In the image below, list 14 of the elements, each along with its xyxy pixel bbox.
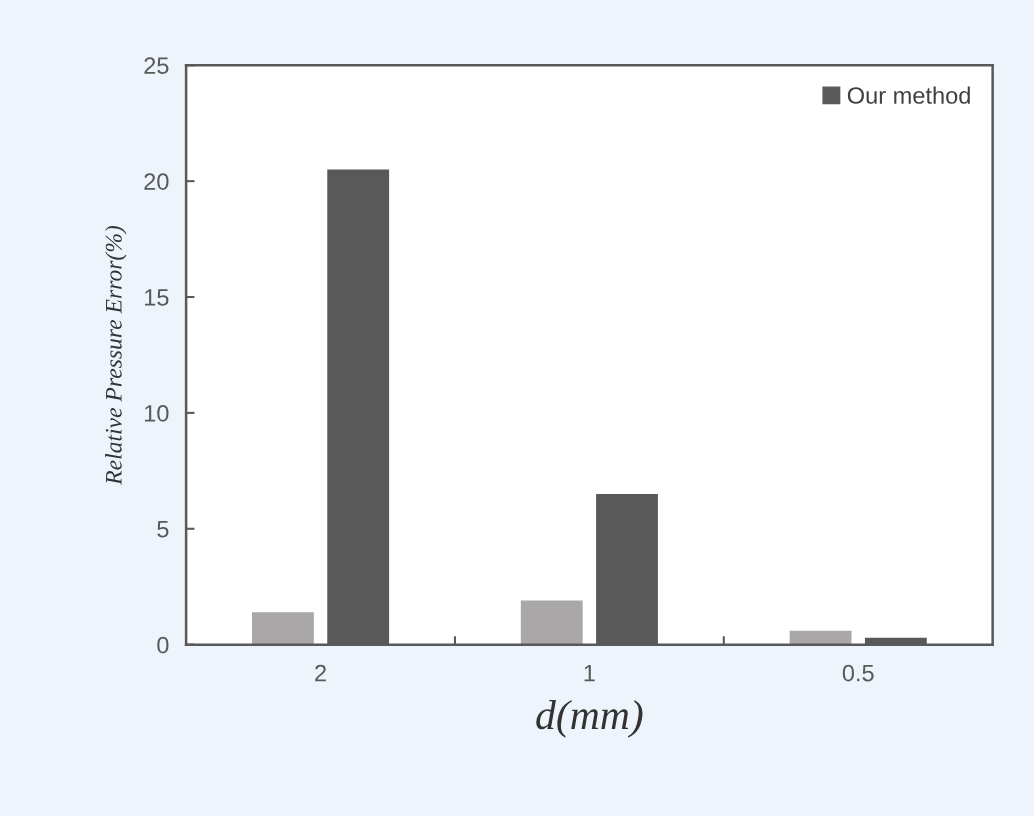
bar bbox=[520, 600, 583, 645]
y-tick-label: 5 bbox=[157, 521, 169, 538]
y-axis-title: Relative Pressure Error(%) bbox=[105, 225, 127, 485]
x-tick-label: 1 bbox=[584, 664, 595, 682]
y-tick-label: 25 bbox=[144, 57, 169, 75]
y-tick-label: 0 bbox=[157, 636, 169, 654]
y-tick-label: 20 bbox=[144, 173, 169, 190]
x-axis-title: d(mm) bbox=[536, 699, 643, 738]
legend-label: Our method bbox=[847, 86, 970, 104]
bar bbox=[251, 612, 314, 645]
y-tick-label: 15 bbox=[144, 289, 169, 306]
y-tick-label: 10 bbox=[144, 404, 169, 422]
x-tick-label: 0.5 bbox=[842, 664, 874, 682]
x-tick-label: 2 bbox=[315, 664, 326, 682]
